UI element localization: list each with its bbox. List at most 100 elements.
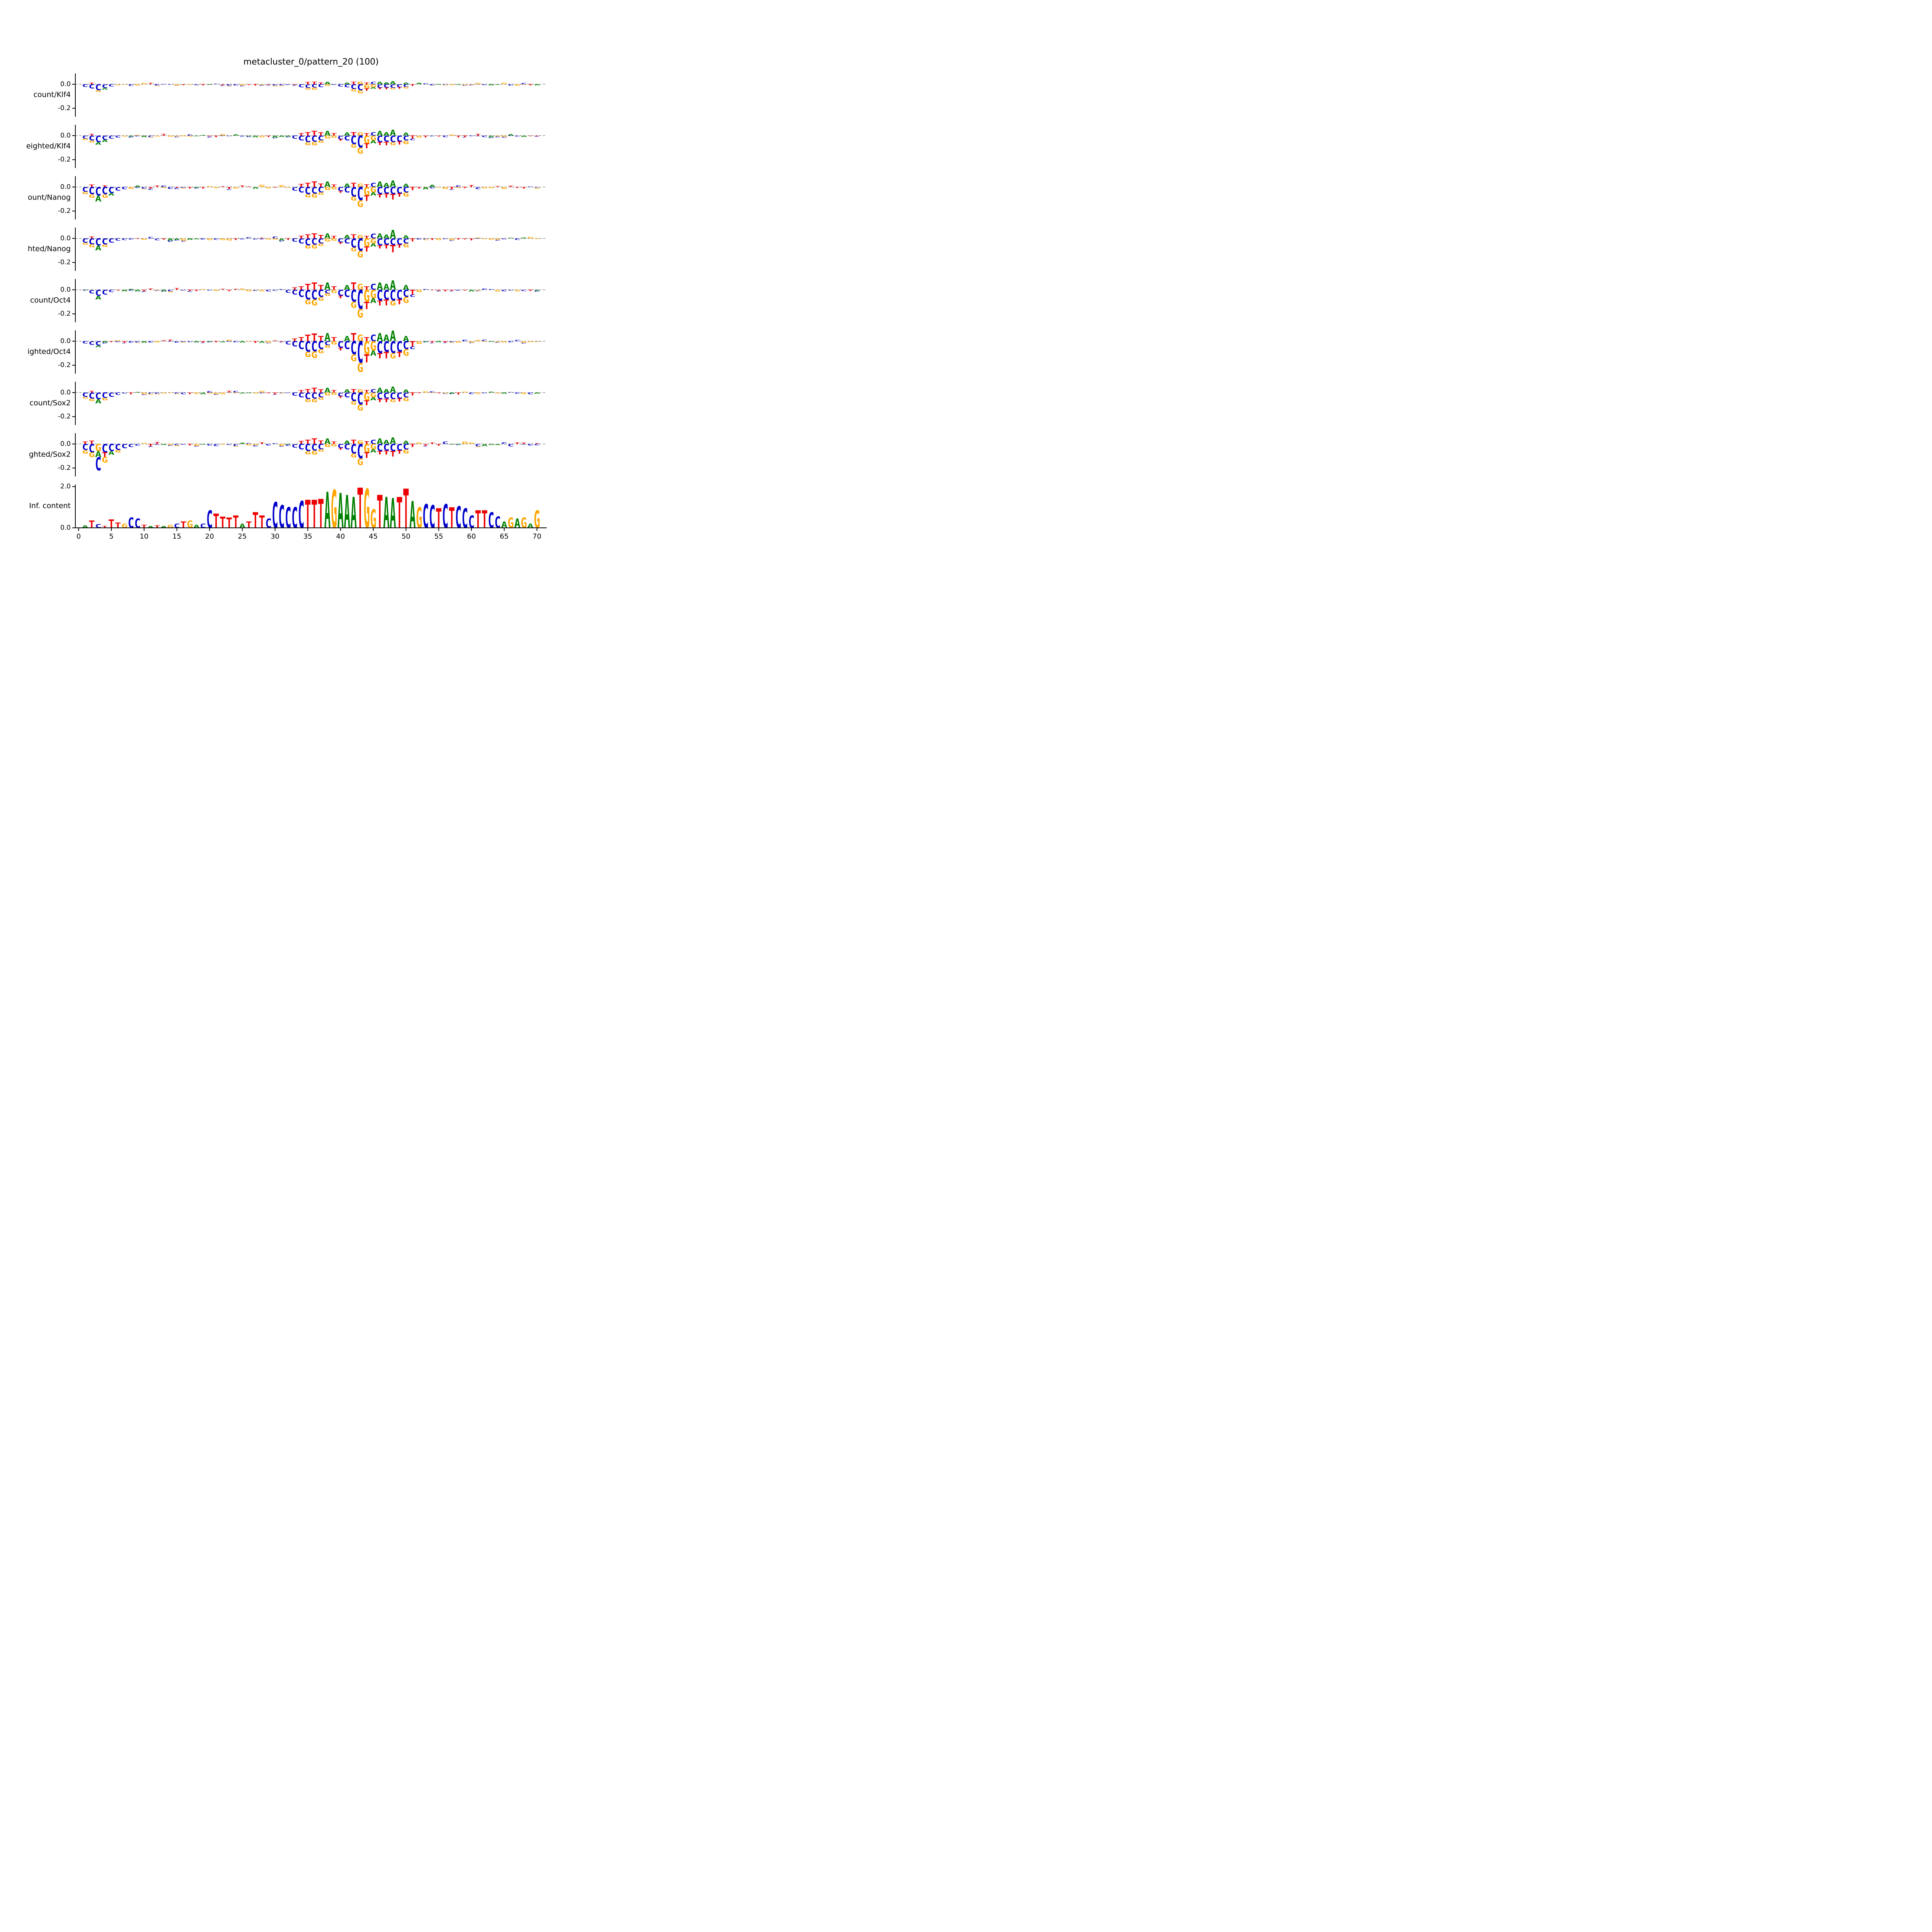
logo-letter-A: A <box>416 82 422 85</box>
logo-letter-G: G <box>331 238 337 242</box>
panel-label: count/Oct4 <box>30 296 71 304</box>
logo-letter-C: C <box>88 236 95 246</box>
logo-letter-G: G <box>357 234 363 240</box>
logo-letter-A: A <box>488 391 495 393</box>
logo-letter-C: C <box>318 83 324 88</box>
logo-letter-G: G <box>311 244 317 250</box>
logo-letter-C: C <box>88 185 95 197</box>
logo-letter-C: C <box>318 185 324 194</box>
logo-letter-C: C <box>370 439 376 446</box>
logo-letter-G: G <box>102 397 108 401</box>
logo-letter-C: C <box>285 136 291 138</box>
logo-letter-G: G <box>128 187 134 190</box>
logo-letter-A: A <box>488 444 495 445</box>
logo-letter-C: C <box>180 187 186 188</box>
logo-letter-C: C <box>514 238 520 241</box>
logo-letter-C: C <box>88 289 95 294</box>
logo-letter-G: G <box>88 451 95 459</box>
logo-letter-G: G <box>495 289 501 292</box>
logo-letter-G: G <box>174 394 180 395</box>
logo-letter-G: G <box>403 347 409 358</box>
logo-letter-A: A <box>383 488 389 538</box>
logo-letter-G: G <box>416 442 422 444</box>
logo-letter-G: G <box>246 289 252 292</box>
logo-letter-C: C <box>344 134 350 142</box>
logo-letter-G: G <box>154 135 160 137</box>
logo-letter-C: C <box>82 340 88 344</box>
logo-letter-C: C <box>180 341 186 342</box>
logo-letter-C: C <box>82 83 88 88</box>
logo-letter-G: G <box>364 338 370 359</box>
logo-letter-A: A <box>403 284 410 292</box>
logo-letter-C: C <box>324 340 330 347</box>
x-tick-label: 45 <box>369 532 378 541</box>
logo-letter-C: C <box>128 289 134 291</box>
logo-letter-C: C <box>259 392 265 393</box>
logo-letter-G: G <box>501 135 507 137</box>
logo-letter-G: G <box>495 341 501 343</box>
logo-letter-C: C <box>508 341 514 343</box>
logo-letter-G: G <box>239 288 245 290</box>
logo-letter-C: C <box>481 392 488 393</box>
logo-letter-G: G <box>233 187 239 189</box>
logo-letter-T: T <box>383 193 389 199</box>
logo-letter-T: T <box>154 442 160 445</box>
logo-letter-A: A <box>508 237 514 238</box>
logo-letter-T: T <box>115 522 121 530</box>
logo-letter-C: C <box>213 444 219 447</box>
logo-letter-C: C <box>403 288 409 299</box>
logo-letter-C: C <box>134 291 141 292</box>
logo-letter-A: A <box>377 387 383 395</box>
logo-letter-C: C <box>403 134 409 142</box>
logo-letter-A: A <box>370 192 377 197</box>
logo-letter-T: T <box>311 130 317 138</box>
logo-letter-G: G <box>121 84 128 85</box>
logo-letter-T: T <box>148 443 154 447</box>
logo-letter-C: C <box>390 83 396 89</box>
logo-letter-C: C <box>292 392 298 397</box>
logo-letter-C: C <box>383 185 389 196</box>
logo-letter-G: G <box>481 341 488 342</box>
logo-letter-C: C <box>180 289 186 291</box>
logo-letter-A: A <box>161 289 167 292</box>
logo-letter-A: A <box>410 494 416 537</box>
logo-letter-T: T <box>521 187 527 189</box>
logo-letter-T: T <box>279 341 285 342</box>
logo-letter-C: C <box>495 136 501 138</box>
logo-letter-G: G <box>462 391 468 393</box>
logo-letter-G: G <box>488 238 494 240</box>
logo-letter-C: C <box>383 391 389 400</box>
logo-letter-C: C <box>350 83 357 91</box>
logo-letter-C: C <box>226 444 232 445</box>
logo-letter-G: G <box>102 193 108 199</box>
logo-letter-A: A <box>161 525 167 529</box>
logo-letter-C: C <box>121 392 128 394</box>
logo-letter-G: G <box>180 238 186 242</box>
logo-letter-G: G <box>219 134 226 136</box>
logo-letter-C: C <box>161 291 167 292</box>
logo-letter-G: G <box>422 239 429 241</box>
logo-letter-C: C <box>154 84 160 86</box>
logo-letter-A: A <box>455 444 462 445</box>
logo-letter-A: A <box>521 135 527 138</box>
logo-letter-C: C <box>403 391 409 399</box>
logo-letter-G: G <box>167 291 173 293</box>
logo-letter-C: C <box>403 83 409 88</box>
logo-letter-C: C <box>396 83 403 88</box>
logo-letter-C: C <box>521 83 527 85</box>
logo-letter-G: G <box>508 515 514 531</box>
panel-label: hted/Nanog <box>27 245 71 253</box>
logo-letter-C: C <box>403 185 409 194</box>
logo-letter-T: T <box>350 439 357 446</box>
logo-letter-A: A <box>390 228 396 242</box>
logo-letter-C: C <box>357 235 363 255</box>
logo-letter-G: G <box>403 87 409 89</box>
logo-letter-G: G <box>501 187 507 190</box>
logo-letter-C: C <box>213 83 219 84</box>
logo-letter-T: T <box>390 193 396 202</box>
logo-letter-T: T <box>495 186 501 187</box>
logo-letter-G: G <box>324 186 330 191</box>
logo-letter-T: T <box>377 87 383 90</box>
logo-letter-T: T <box>410 135 416 139</box>
logo-letter-C: C <box>128 341 134 344</box>
